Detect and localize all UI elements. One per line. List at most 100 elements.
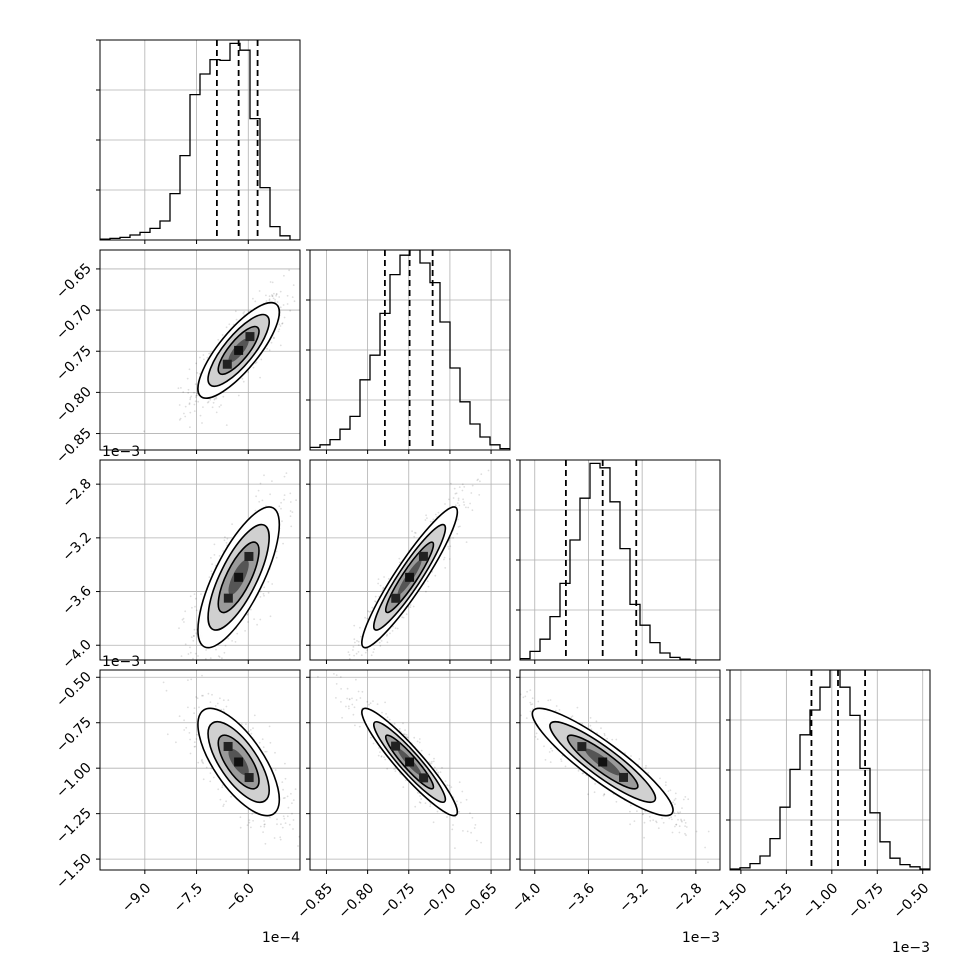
sample-point — [370, 654, 373, 657]
sample-point — [685, 834, 687, 837]
sample-point — [447, 545, 450, 548]
sample-point — [467, 506, 470, 509]
sample-point — [418, 738, 421, 740]
sample-point — [341, 716, 343, 719]
sample-point — [453, 487, 456, 490]
sample-point — [399, 561, 401, 564]
sample-point — [360, 654, 363, 657]
sample-point — [222, 699, 225, 702]
sample-point — [348, 698, 351, 700]
sample-point — [271, 295, 274, 297]
panel-plot-area — [517, 670, 720, 870]
sample-point — [188, 368, 191, 371]
sample-point — [644, 767, 647, 769]
sample-point — [648, 815, 651, 818]
x-tick-label-2-3: −2.8 — [670, 880, 705, 915]
sample-point — [348, 698, 351, 701]
sample-point — [166, 733, 169, 736]
sample-point — [420, 749, 423, 752]
sample-point — [192, 639, 195, 642]
sample-point — [178, 627, 180, 630]
sample-point — [351, 703, 354, 706]
sample-point — [230, 795, 233, 798]
density-peak — [234, 345, 244, 355]
sample-point — [294, 788, 297, 790]
sample-point — [208, 576, 211, 578]
sample-point — [405, 733, 408, 736]
sample-point — [432, 518, 435, 521]
sample-point — [165, 665, 167, 667]
panel-frame — [309, 249, 511, 451]
sample-point — [388, 718, 391, 721]
density-peak — [223, 741, 233, 751]
sample-point — [401, 616, 404, 619]
sample-point — [281, 826, 284, 829]
sample-point — [382, 586, 385, 589]
sample-point — [398, 728, 401, 730]
sample-point — [378, 747, 380, 749]
sample-point — [227, 637, 230, 640]
offset-label-4: 1e−3 — [892, 940, 930, 956]
sample-point — [359, 697, 362, 699]
x-tick-label-0-2: −6.0 — [223, 880, 258, 915]
sample-point — [201, 758, 203, 761]
sample-point — [564, 765, 567, 768]
sample-point — [263, 594, 265, 597]
sample-point — [189, 651, 192, 654]
sample-point — [414, 805, 417, 808]
sample-point — [615, 800, 618, 803]
sample-point — [371, 606, 374, 609]
sample-point — [351, 697, 353, 700]
sample-point — [347, 651, 350, 653]
sample-point — [413, 736, 416, 739]
sample-point — [224, 536, 226, 538]
sample-point — [289, 501, 292, 503]
sample-point — [195, 394, 198, 397]
sample-point — [247, 621, 249, 623]
panel-frame — [309, 459, 511, 661]
sample-point — [537, 700, 540, 703]
sample-point — [457, 499, 460, 501]
sample-point — [201, 422, 203, 424]
sample-point — [286, 815, 289, 818]
sample-point — [353, 654, 355, 657]
sample-point — [289, 510, 292, 512]
density-peak — [245, 332, 255, 342]
sample-point — [416, 791, 419, 794]
panel-frame — [99, 459, 301, 661]
sample-point — [274, 751, 276, 754]
sample-point — [414, 532, 417, 534]
sample-point — [418, 741, 421, 744]
density-peak — [577, 742, 587, 752]
sample-point — [210, 570, 213, 573]
y-tick-label-3-0: −1.50 — [53, 851, 95, 893]
sample-point — [461, 483, 464, 486]
sample-point — [448, 558, 451, 560]
sample-point — [284, 762, 286, 765]
panel-frame — [729, 669, 931, 871]
sample-point — [217, 788, 220, 791]
sample-point — [517, 697, 519, 699]
sample-point — [462, 498, 464, 501]
sample-point — [282, 304, 285, 306]
sample-point — [383, 756, 385, 759]
sample-point — [210, 767, 213, 770]
sample-point — [346, 697, 348, 700]
sample-point — [428, 753, 431, 756]
sample-point — [394, 627, 397, 629]
sample-point — [517, 698, 519, 700]
sample-point — [463, 486, 466, 488]
sample-point — [259, 482, 262, 485]
sample-point — [443, 558, 445, 561]
sample-point — [549, 761, 552, 763]
sample-point — [402, 786, 405, 788]
sample-point — [197, 655, 199, 657]
sample-point — [183, 621, 185, 623]
sample-point — [214, 705, 217, 707]
sample-point — [452, 497, 455, 499]
sample-point — [209, 657, 212, 659]
sample-point — [225, 542, 228, 544]
sample-point — [239, 826, 242, 829]
sample-point — [201, 683, 203, 685]
offset-label-1: 1e−3 — [102, 654, 140, 670]
